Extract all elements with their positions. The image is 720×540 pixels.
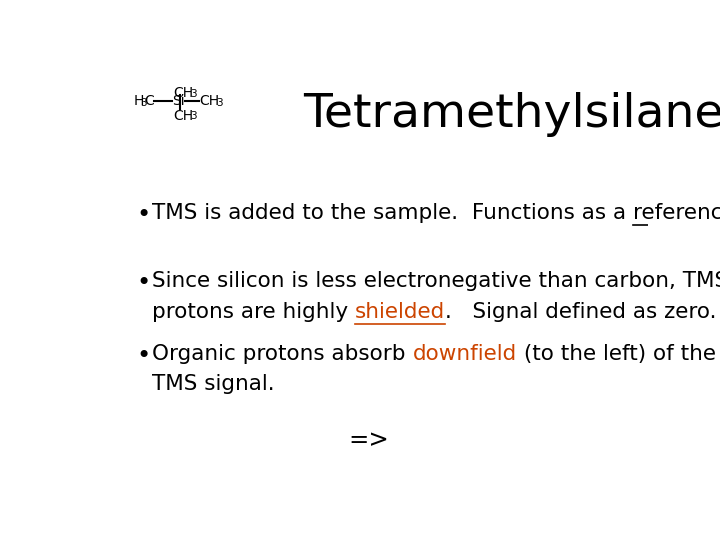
Text: =>: =>: [348, 428, 390, 452]
Text: .   Signal defined as zero.: . Signal defined as zero.: [445, 302, 716, 322]
Text: C: C: [144, 94, 154, 108]
Text: 3: 3: [190, 89, 197, 99]
Text: 3: 3: [140, 98, 147, 109]
Text: H: H: [133, 94, 144, 108]
Text: TMS signal.: TMS signal.: [152, 374, 274, 394]
Text: Si: Si: [172, 94, 185, 108]
Text: •: •: [137, 271, 150, 295]
Text: CH: CH: [173, 109, 193, 123]
Text: Organic protons absorb: Organic protons absorb: [152, 343, 413, 363]
Text: Since silicon is less electronegative than carbon, TMS: Since silicon is less electronegative th…: [152, 271, 720, 291]
Text: Tetramethylsilane: Tetramethylsilane: [303, 92, 720, 137]
Text: shielded: shielded: [355, 302, 445, 322]
Text: •: •: [137, 343, 150, 368]
Text: reference: reference: [633, 204, 720, 224]
Text: downfield: downfield: [413, 343, 517, 363]
Text: (to the left) of the: (to the left) of the: [517, 343, 716, 363]
Text: CH: CH: [173, 86, 193, 100]
Text: protons are highly: protons are highly: [152, 302, 355, 322]
Text: 3: 3: [216, 98, 223, 109]
Text: CH: CH: [199, 94, 220, 108]
Text: 3: 3: [190, 111, 197, 121]
Text: •: •: [137, 204, 150, 227]
Text: TMS is added to the sample.  Functions as a: TMS is added to the sample. Functions as…: [152, 204, 633, 224]
